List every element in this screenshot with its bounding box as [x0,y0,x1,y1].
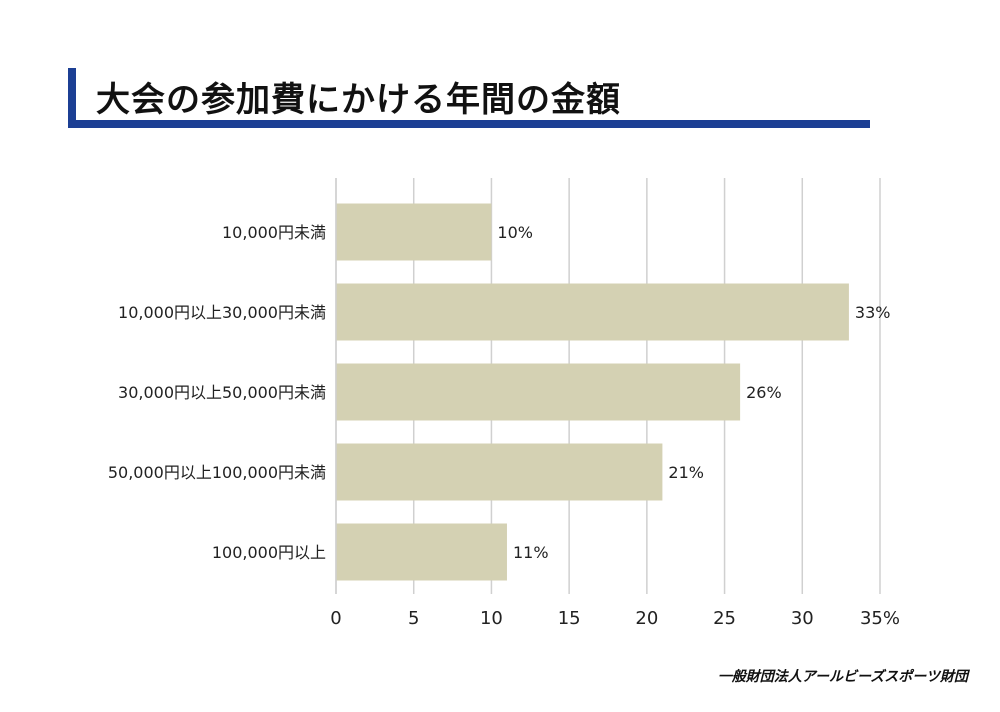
x-tick-label: 25 [713,608,736,629]
data-label: 10% [497,223,533,242]
x-tick-label: 5 [408,608,419,629]
bar [336,363,741,421]
title-block: 大会の参加費にかける年間の金額 [68,68,870,128]
category-label: 10,000円以上30,000円未満 [118,303,326,322]
x-tick-label: 30 [791,608,814,629]
category-label: 50,000円以上100,000円未満 [108,463,326,482]
bar [336,283,849,341]
x-tick-label: 15 [558,608,581,629]
x-tick-label: 10 [480,608,503,629]
category-label: 10,000円未満 [222,223,326,242]
title-accent-bar [68,68,76,128]
x-tick-label: 35% [860,608,900,629]
x-tick-label: 20 [635,608,658,629]
category-label: 100,000円以上 [212,543,326,562]
publisher-credit: 一般財団法人アールビーズスポーツ財団 [717,669,968,685]
x-tick-label: 0 [330,608,341,629]
category-label: 30,000円以上50,000円未満 [118,383,326,402]
data-label: 21% [668,463,704,482]
bar [336,443,663,501]
data-label: 26% [746,383,782,402]
data-label: 11% [513,543,549,562]
title-underline [68,120,870,128]
bar [336,523,507,581]
bar [336,203,492,261]
page-title: 大会の参加費にかける年間の金額 [96,80,621,120]
data-label: 33% [855,303,891,322]
